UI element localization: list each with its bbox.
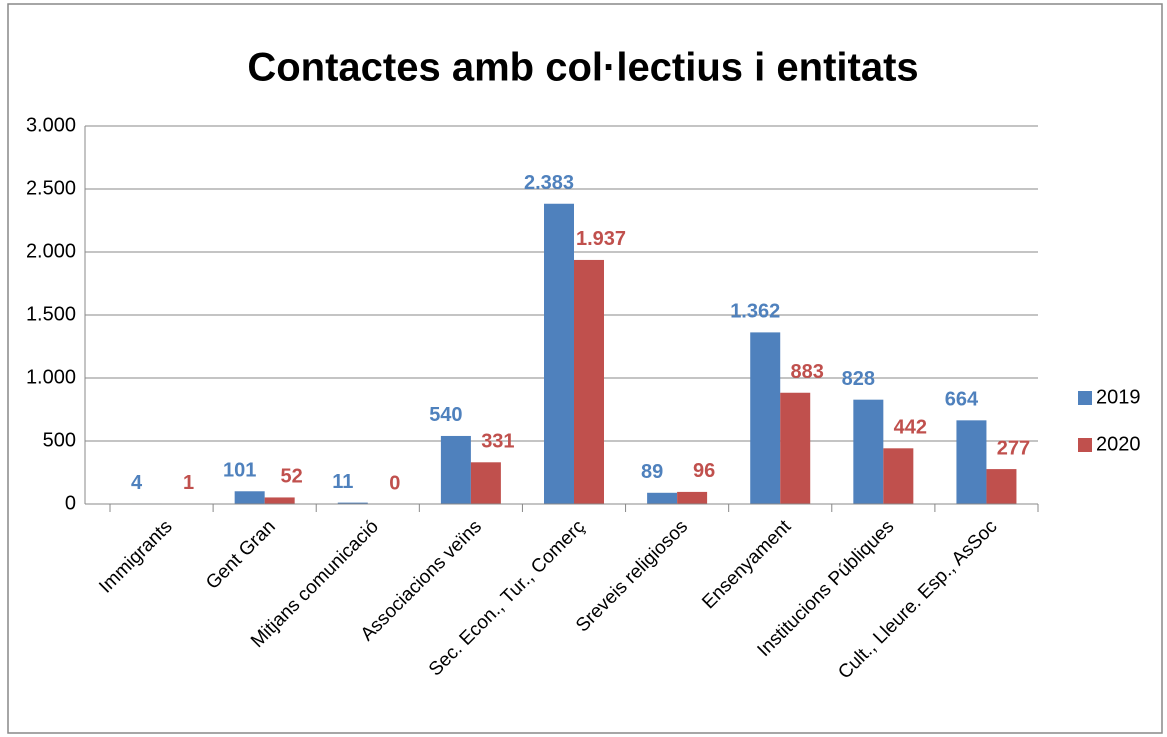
data-label: 828 [842, 368, 875, 390]
data-label: 101 [223, 460, 256, 482]
data-label: 331 [481, 431, 514, 453]
bar [234, 491, 265, 504]
legend-label: 2019 [1096, 386, 1141, 408]
data-label: 2.383 [524, 172, 574, 194]
legend-swatch [1078, 391, 1092, 405]
y-tick-label: 2.000 [26, 240, 76, 262]
data-label: 1 [183, 472, 194, 494]
data-label: 277 [997, 437, 1030, 459]
bar [750, 332, 781, 504]
bar [986, 469, 1017, 504]
data-label: 442 [894, 417, 927, 439]
bar [264, 497, 295, 504]
data-label: 4 [131, 472, 143, 494]
y-tick-label: 2.500 [26, 177, 76, 199]
bar [956, 420, 987, 504]
data-label: 883 [791, 361, 824, 383]
bar [780, 392, 811, 504]
legend-label: 2020 [1096, 433, 1141, 455]
y-tick-label: 1.000 [26, 366, 76, 388]
chart-title: Contactes amb col·lectius i entitats [247, 46, 918, 90]
bar [470, 462, 501, 504]
bar [853, 399, 884, 504]
legend-swatch [1078, 438, 1092, 452]
bar [440, 435, 471, 504]
data-label: 1.937 [576, 228, 626, 250]
data-label: 52 [281, 466, 303, 488]
bar [883, 448, 914, 504]
bar [677, 491, 708, 504]
data-label: 11 [332, 471, 353, 493]
y-tick-label: 1.500 [26, 303, 76, 325]
data-label: 540 [429, 404, 462, 426]
bar [337, 502, 368, 504]
y-tick-label: 0 [65, 492, 76, 514]
data-label: 89 [641, 461, 663, 483]
y-tick-label: 500 [43, 429, 76, 451]
data-label: 664 [945, 389, 979, 411]
bar [574, 259, 604, 504]
bar [544, 203, 574, 504]
data-label: 1.362 [730, 301, 780, 323]
bar [647, 492, 678, 504]
data-label: 96 [693, 460, 715, 482]
data-label: 0 [389, 472, 400, 494]
y-tick-label: 3.000 [26, 114, 76, 136]
